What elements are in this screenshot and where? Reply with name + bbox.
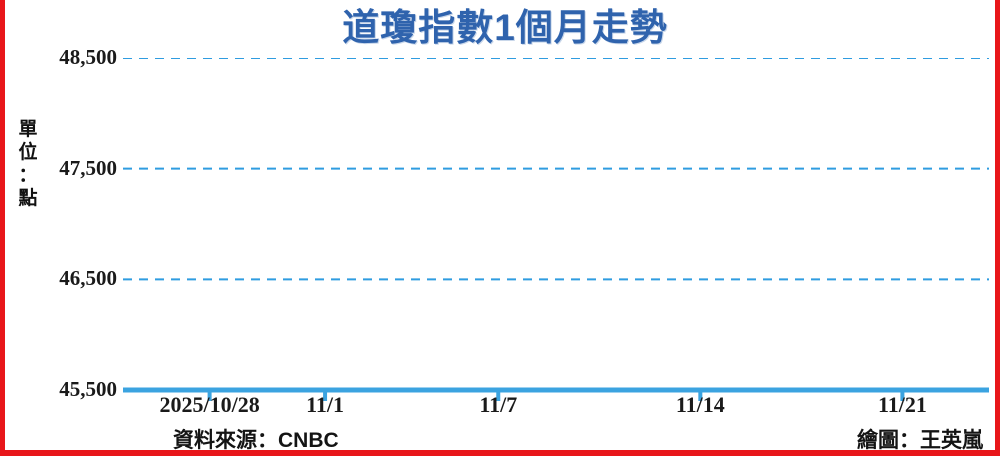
chart-footer: 資料來源：CNBC 繪圖：王英嵐	[5, 424, 995, 452]
y-axis-unit-label: 單 位 ： 點	[13, 118, 43, 210]
chart-svg	[123, 58, 989, 401]
line-chart-plot	[123, 58, 989, 401]
source-note: 資料來源：CNBC	[173, 429, 339, 452]
y-axis-tick-label: 46,500	[59, 266, 117, 291]
x-axis-tick-label: 2025/10/28	[159, 392, 260, 417]
y-axis-tick-label: 45,500	[59, 377, 117, 401]
y-axis-labels: 48,500 47,500 46,500 45,500	[35, 0, 117, 450]
x-axis-labels: 2025/10/28 11/1 11/7 11/14 11/21	[5, 392, 995, 424]
unit-char-2: 位	[18, 142, 38, 163]
page-title: 道瓊指數1個月走勢	[342, 7, 668, 48]
x-axis-tick-label: 11/7	[479, 392, 518, 417]
credit-note: 繪圖：王英嵐	[857, 429, 983, 452]
unit-char-4: 點	[18, 188, 38, 209]
y-axis-tick-label: 47,500	[59, 155, 117, 180]
x-axis-tick-label: 11/14	[675, 392, 725, 417]
unit-char-3: ：	[18, 165, 38, 186]
y-axis-tick-label: 48,500	[59, 45, 117, 69]
x-axis-tick-label: 11/21	[877, 392, 927, 417]
x-axis-tick-label: 11/1	[306, 392, 345, 417]
unit-char-1: 單	[18, 119, 38, 140]
